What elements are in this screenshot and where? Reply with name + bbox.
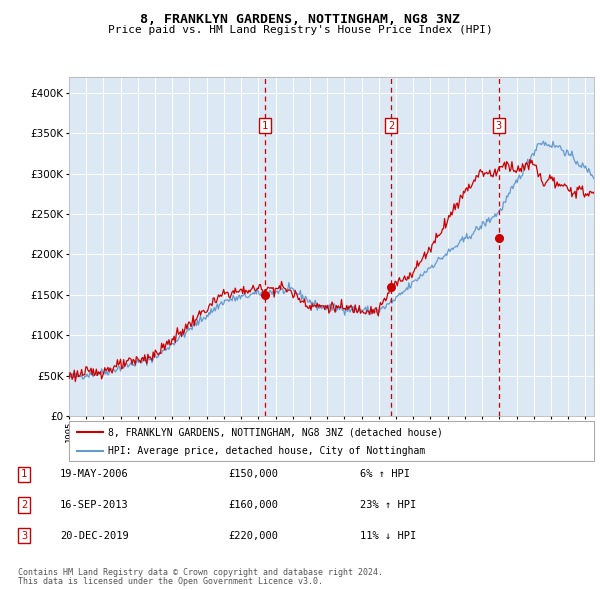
FancyBboxPatch shape — [69, 421, 594, 461]
Text: 11% ↓ HPI: 11% ↓ HPI — [360, 531, 416, 540]
Text: HPI: Average price, detached house, City of Nottingham: HPI: Average price, detached house, City… — [109, 445, 425, 455]
Text: £150,000: £150,000 — [228, 470, 278, 479]
Text: 20-DEC-2019: 20-DEC-2019 — [60, 531, 129, 540]
Text: 8, FRANKLYN GARDENS, NOTTINGHAM, NG8 3NZ (detached house): 8, FRANKLYN GARDENS, NOTTINGHAM, NG8 3NZ… — [109, 427, 443, 437]
Text: 19-MAY-2006: 19-MAY-2006 — [60, 470, 129, 479]
Text: 2: 2 — [388, 121, 394, 131]
Text: £160,000: £160,000 — [228, 500, 278, 510]
Text: 3: 3 — [496, 121, 502, 131]
Text: 23% ↑ HPI: 23% ↑ HPI — [360, 500, 416, 510]
Text: 3: 3 — [21, 531, 27, 540]
Text: 2: 2 — [21, 500, 27, 510]
Text: 1: 1 — [21, 470, 27, 479]
Text: 16-SEP-2013: 16-SEP-2013 — [60, 500, 129, 510]
Text: Contains HM Land Registry data © Crown copyright and database right 2024.: Contains HM Land Registry data © Crown c… — [18, 568, 383, 576]
Text: 6% ↑ HPI: 6% ↑ HPI — [360, 470, 410, 479]
Text: £220,000: £220,000 — [228, 531, 278, 540]
Text: This data is licensed under the Open Government Licence v3.0.: This data is licensed under the Open Gov… — [18, 577, 323, 586]
Text: 1: 1 — [262, 121, 268, 131]
Text: 8, FRANKLYN GARDENS, NOTTINGHAM, NG8 3NZ: 8, FRANKLYN GARDENS, NOTTINGHAM, NG8 3NZ — [140, 13, 460, 26]
Text: Price paid vs. HM Land Registry's House Price Index (HPI): Price paid vs. HM Land Registry's House … — [107, 25, 493, 35]
